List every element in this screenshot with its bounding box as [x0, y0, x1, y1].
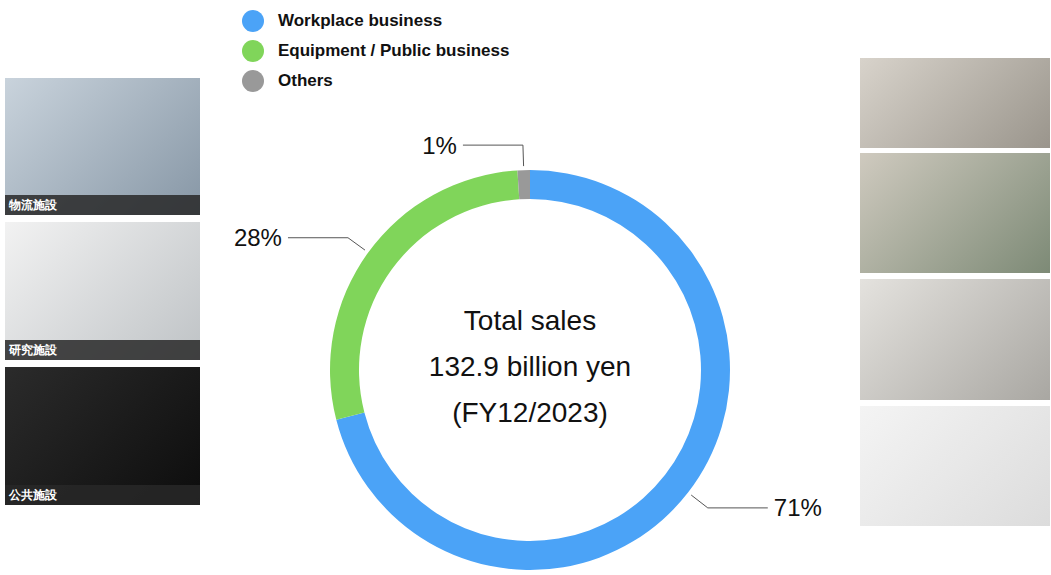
- svg-text:71%: 71%: [774, 494, 822, 521]
- html-text:132.9 billion yen: 132.9 billion yen: [428, 351, 632, 382]
- svg-text:1%: 1%: [422, 132, 457, 159]
- html-text:(FY12/2023): (FY12/2023): [452, 397, 608, 428]
- html-text:Workplace business: Workplace business: [278, 11, 443, 30]
- svg-text:28%: 28%: [234, 224, 282, 251]
- html-text:物流施設: 物流施設: [9, 198, 57, 212]
- html-text:Others: Others: [278, 71, 333, 90]
- html-text:Equipment / Public business: Equipment / Public business: [278, 41, 510, 60]
- html-text:Total sales: Total sales: [463, 305, 597, 336]
- html-text:公共施設: 公共施設: [9, 488, 57, 502]
- html-text:研究施設: 研究施設: [9, 343, 57, 357]
